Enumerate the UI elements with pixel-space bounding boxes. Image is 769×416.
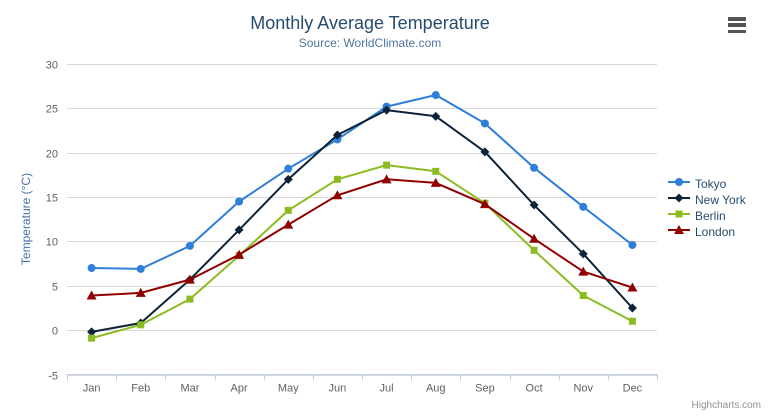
- x-axis-label: Feb: [131, 383, 150, 395]
- series-tokyo[interactable]: [87, 91, 637, 273]
- legend-marker-triangle-icon: [668, 223, 690, 241]
- triangle-marker-icon[interactable]: [283, 219, 294, 229]
- diamond-marker-icon[interactable]: [578, 249, 588, 259]
- x-axis-label: Apr: [231, 383, 248, 395]
- y-axis-label: 15: [46, 193, 58, 205]
- x-axis-label: Nov: [573, 383, 593, 395]
- x-axis-label: Aug: [426, 383, 446, 395]
- triangle-marker-icon[interactable]: [135, 287, 146, 297]
- legend-item-tokyo[interactable]: Tokyo: [668, 176, 746, 192]
- square-marker-icon[interactable]: [333, 175, 341, 183]
- hamburger-menu-icon: [728, 17, 746, 21]
- legend-marker-diamond-icon: [668, 191, 690, 209]
- x-axis-label: Mar: [180, 383, 199, 395]
- triangle-marker-icon[interactable]: [578, 266, 589, 276]
- x-axis-label: Sep: [475, 383, 495, 395]
- credits-link[interactable]: Highcharts.com: [691, 400, 761, 411]
- legend-label: Tokyo: [695, 177, 727, 191]
- circle-marker-icon[interactable]: [87, 264, 96, 273]
- triangle-marker-icon[interactable]: [86, 290, 97, 300]
- y-axis-label: 20: [46, 149, 58, 161]
- y-gridlines: -5 0 5 10 15 20 25 30: [46, 60, 657, 383]
- y-axis-label: 25: [46, 104, 58, 116]
- triangle-marker-icon[interactable]: [627, 282, 638, 292]
- y-axis-label: -5: [48, 371, 58, 383]
- diamond-marker-icon[interactable]: [332, 130, 342, 140]
- series-line-london[interactable]: [90, 178, 634, 297]
- square-marker-icon[interactable]: [579, 292, 587, 300]
- triangle-marker-icon[interactable]: [529, 233, 540, 243]
- triangle-marker-icon[interactable]: [479, 199, 490, 209]
- diamond-marker-icon[interactable]: [234, 225, 244, 235]
- x-axis-label: Oct: [526, 383, 543, 395]
- circle-marker-icon[interactable]: [235, 197, 244, 206]
- x-axis-label: Jul: [380, 383, 394, 395]
- square-marker-icon[interactable]: [530, 246, 538, 254]
- diamond-marker-icon[interactable]: [480, 147, 490, 157]
- legend-marker-square-icon: [668, 207, 690, 225]
- legend-item-new-york[interactable]: New York: [668, 192, 746, 208]
- series-line-berlin[interactable]: [90, 164, 634, 340]
- y-axis-label: 5: [52, 282, 58, 294]
- x-axis-label: May: [278, 383, 299, 395]
- circle-marker-icon[interactable]: [579, 202, 588, 211]
- diamond-marker-icon[interactable]: [283, 174, 293, 184]
- diamond-marker-icon[interactable]: [87, 327, 97, 337]
- square-marker-icon[interactable]: [628, 317, 636, 325]
- y-axis-label: 0: [52, 326, 58, 338]
- series-line-tokyo[interactable]: [90, 94, 634, 270]
- circle-marker-icon[interactable]: [628, 240, 637, 249]
- series-london[interactable]: [86, 174, 638, 300]
- triangle-marker-icon[interactable]: [332, 190, 343, 200]
- x-axis-label: Jan: [83, 383, 101, 395]
- square-marker-icon[interactable]: [284, 206, 292, 214]
- y-axis-label: 10: [46, 237, 58, 249]
- square-marker-icon[interactable]: [88, 334, 96, 342]
- diamond-marker-icon[interactable]: [529, 200, 539, 210]
- legend-marker-circle-icon: [668, 175, 690, 193]
- legend-label: New York: [695, 193, 746, 207]
- legend-label: Berlin: [695, 209, 726, 223]
- circle-marker-icon[interactable]: [136, 264, 145, 273]
- square-marker-icon[interactable]: [432, 167, 440, 175]
- diamond-marker-icon[interactable]: [431, 111, 441, 121]
- circle-marker-icon[interactable]: [530, 163, 539, 172]
- diamond-marker-icon[interactable]: [627, 303, 637, 313]
- square-marker-icon[interactable]: [186, 295, 194, 303]
- y-axis-title: Temperature (°C): [19, 172, 33, 266]
- triangle-marker-icon[interactable]: [234, 249, 245, 259]
- y-axis-label: 30: [46, 60, 58, 72]
- x-axis-label: Dec: [623, 383, 643, 395]
- x-axis: Jan Feb Mar Apr May Jun Jul Aug Sep Oct Nov Dec: [66, 374, 658, 395]
- square-marker-icon[interactable]: [137, 321, 145, 329]
- circle-marker-icon[interactable]: [431, 91, 440, 100]
- export-menu-button[interactable]: [725, 14, 749, 36]
- triangle-marker-icon[interactable]: [430, 177, 441, 187]
- diamond-marker-icon[interactable]: [382, 105, 392, 115]
- legend-label: London: [695, 225, 736, 239]
- triangle-marker-icon[interactable]: [184, 274, 195, 284]
- legend: Tokyo New York Berlin London: [668, 176, 746, 240]
- circle-marker-icon[interactable]: [480, 119, 489, 128]
- legend-item-london[interactable]: London: [668, 224, 746, 240]
- triangle-marker-icon[interactable]: [381, 174, 392, 184]
- series-line-new-york[interactable]: [90, 109, 634, 333]
- legend-item-berlin[interactable]: Berlin: [668, 208, 746, 224]
- circle-marker-icon[interactable]: [185, 241, 194, 250]
- x-axis-label: Jun: [329, 383, 347, 395]
- series-new-york[interactable]: [87, 105, 637, 337]
- circle-marker-icon[interactable]: [284, 164, 293, 173]
- square-marker-icon[interactable]: [383, 161, 391, 169]
